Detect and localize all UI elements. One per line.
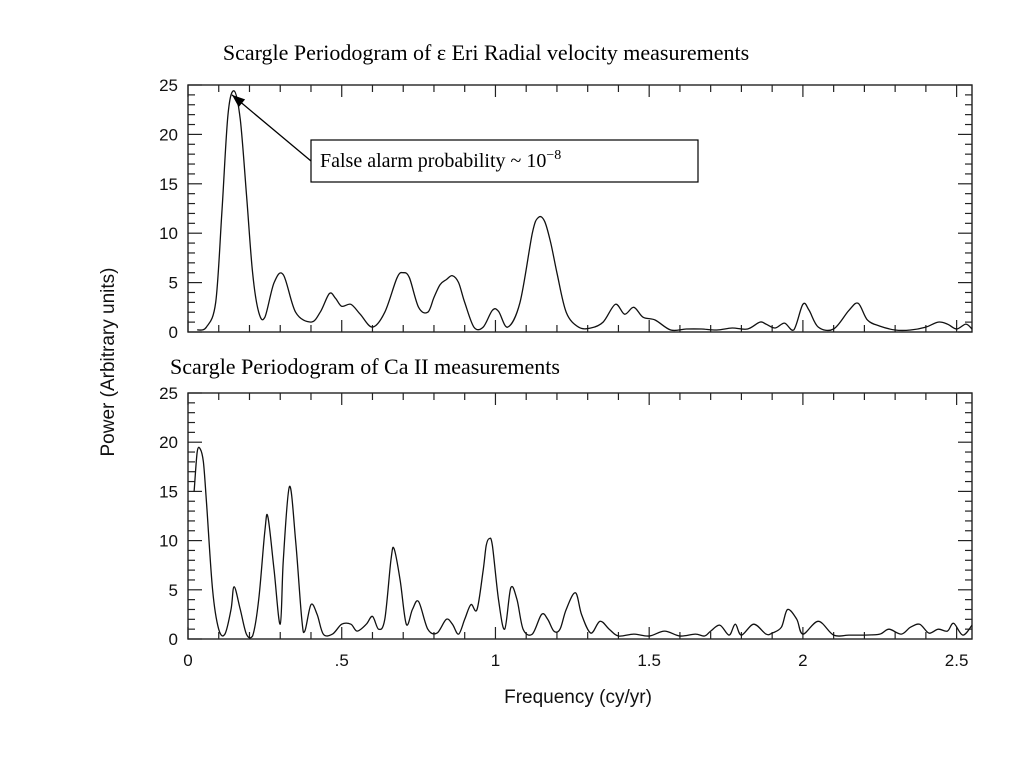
annotation-main-text: False alarm probability ~ 10 [320,150,546,172]
y-tick-label: 15 [159,175,178,194]
x-tick-label: 0 [183,651,192,670]
top-plot-frame [187,84,973,333]
y-tick-label: 10 [159,532,178,551]
x-tick-label: 2 [798,651,807,670]
top-chart-title: Scargle Periodogram of ε Eri Radial velo… [223,40,749,65]
y-axis-label: Power (Arbitrary units) [98,268,119,457]
annotation-arrow-line [231,94,312,162]
y-tick-label: 5 [169,274,178,293]
bottom-periodogram-panel: 0 5 10 15 20 25 0 .5 1 1.5 2 2.5 [159,384,973,670]
bottom-y-tick-labels: 0 5 10 15 20 25 [159,384,178,649]
annotation-box [310,139,699,183]
bottom-chart-title: Scargle Periodogram of Ca II measurement… [170,354,560,379]
bottom-plot-frame [187,392,973,640]
x-tick-label: 1.5 [637,651,661,670]
y-tick-label: 25 [159,76,178,95]
bottom-axis-ticks [187,392,972,640]
x-tick-label: 1 [491,651,500,670]
top-periodogram-panel: 0 5 10 15 20 25 [159,76,973,342]
y-tick-label: 10 [159,224,178,243]
y-tick-label: 5 [169,581,178,600]
y-tick-label: 15 [159,482,178,501]
top-power-curve [197,90,973,332]
y-tick-label: 0 [169,323,178,342]
y-tick-label: 20 [159,433,178,452]
top-y-tick-labels: 0 5 10 15 20 25 [159,76,178,342]
y-tick-label: 25 [159,384,178,403]
x-tick-labels: 0 .5 1 1.5 2 2.5 [183,651,968,670]
x-axis-label: Frequency (cy/yr) [504,687,652,708]
annotation-arrowhead [232,94,246,108]
annotation-text: False alarm probability ~ 10−8 [320,148,561,172]
y-tick-label: 0 [169,630,178,649]
x-tick-label: .5 [335,651,349,670]
y-tick-label: 20 [159,125,178,144]
annotation-exponent: −8 [546,148,561,163]
top-axis-ticks [187,84,972,333]
bottom-power-curve [193,446,973,639]
x-tick-label: 2.5 [945,651,969,670]
false-alarm-annotation: False alarm probability ~ 10−8 [231,94,699,183]
